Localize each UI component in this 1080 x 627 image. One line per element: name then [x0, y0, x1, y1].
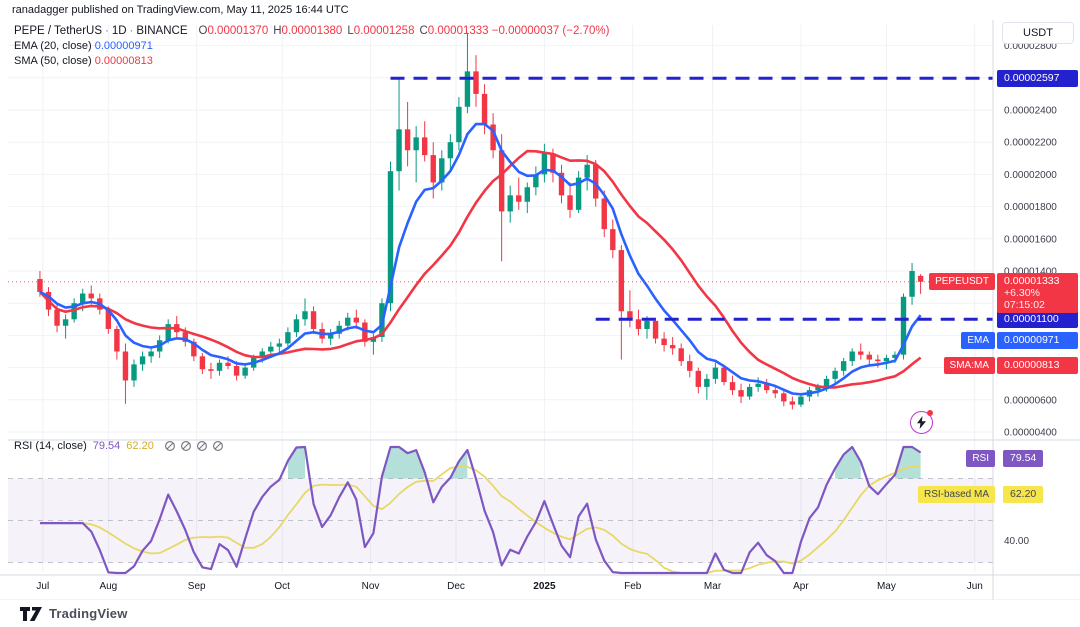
tradingview-brand-text[interactable]: TradingView: [49, 606, 128, 621]
tradingview-logo-icon[interactable]: [20, 606, 42, 621]
low-label: L: [347, 25, 354, 37]
symbol-legend-row[interactable]: PEPE / TetherUS · 1D · BINANCE O0.00001370 H0.…: [14, 24, 609, 39]
rsi-value-badge: 79.54: [1003, 449, 1043, 467]
hide-icon[interactable]: [164, 440, 176, 452]
time-axis-label: Oct: [274, 581, 290, 592]
sma-legend-value: 0.00000813: [94, 55, 153, 67]
open-label: O: [198, 25, 208, 37]
price-axis-label: 0.00000400: [1004, 428, 1057, 439]
rsi-legend-row[interactable]: RSI (14, close) 79.54 62.20: [14, 440, 224, 452]
sma-line: [39, 149, 922, 389]
more-icon[interactable]: [212, 440, 224, 452]
high-value: 0.00001380: [281, 25, 343, 37]
candles: [37, 32, 924, 410]
price-axis-label: 0.00002000: [1004, 170, 1057, 181]
sma-legend-row[interactable]: SMA (50, close) 0.00000813: [14, 54, 609, 69]
time-axis-label: Jun: [967, 581, 983, 592]
price-axis-label: 0.00002400: [1004, 106, 1057, 117]
ema-legend-value: 0.00000971: [94, 40, 153, 52]
rsi-ma-line: [40, 465, 921, 574]
sma-legend-label: SMA (50, close): [14, 55, 92, 67]
last-price-badge: 0.00001333 +6.30% 07:15:02: [997, 272, 1078, 313]
price-axis-label: 0.00002200: [1004, 138, 1057, 149]
separator-dot: ·: [105, 25, 109, 37]
time-axis-label: Sep: [188, 581, 206, 592]
price-axis-currency-button[interactable]: USDT: [1002, 22, 1074, 44]
symbol-title[interactable]: PEPE / TetherUS: [14, 25, 102, 37]
time-axis-label: 2025: [533, 581, 556, 592]
rsi-ma-chip: RSI-based MA: [917, 486, 995, 504]
time-axis-label: Dec: [447, 581, 465, 592]
support-price-badge: 0.00001100: [997, 310, 1078, 328]
time-axis-label: Jul: [36, 581, 49, 592]
delete-icon[interactable]: [196, 440, 208, 452]
rsi-ma-legend-value: 62.20: [126, 440, 154, 452]
attribution-text: ranadagger published on TradingView.com,…: [12, 4, 349, 16]
footer-bar: TradingView: [0, 600, 1080, 627]
indicator-actions: [164, 440, 224, 452]
settings-icon[interactable]: [180, 440, 192, 452]
ema-legend-label: EMA (20, close): [14, 40, 92, 52]
currency-label: USDT: [1023, 27, 1053, 39]
time-axis-label: Mar: [704, 581, 722, 592]
separator-dot: ·: [129, 25, 134, 37]
low-value: 0.00001258: [353, 25, 415, 37]
main-legend: PEPE / TetherUS · 1D · BINANCE O0.00001370 H0.…: [14, 24, 609, 69]
notification-dot: [927, 410, 933, 416]
price-axis-label: 0.00002800: [1004, 41, 1057, 52]
time-axis-label: Apr: [793, 581, 809, 592]
close-label: C: [419, 25, 428, 37]
rsi-axis-label: 40.00: [1004, 536, 1030, 547]
ema-line: [39, 122, 922, 396]
ohlc-values: O0.00001370 H0.00001380 L0.00001258 C0.0000…: [194, 25, 610, 37]
quick-trade-button[interactable]: [910, 410, 933, 434]
price-axis-label: 0.00001400: [1004, 267, 1057, 278]
rsi-legend-label: RSI (14, close): [14, 440, 87, 452]
resistance-price-badge: 0.00002597: [997, 69, 1078, 87]
rsi-ma-value-badge: 62.20: [1003, 486, 1043, 504]
ema-legend-row[interactable]: EMA (20, close) 0.00000971: [14, 39, 609, 54]
exchange-label: BINANCE: [136, 25, 188, 37]
rsi-legend-value: 79.54: [92, 440, 121, 452]
rsi-line: [40, 445, 922, 575]
rsi-chip: RSI: [966, 449, 995, 467]
last-price-value: 0.00001333: [1004, 274, 1060, 287]
lightning-icon: [917, 416, 926, 429]
price-axis-label: 0.00000600: [1004, 395, 1057, 406]
candle-countdown: 07:15:02: [1004, 298, 1045, 311]
high-label: H: [273, 25, 282, 37]
price-axis-label: 0.00001600: [1004, 234, 1057, 245]
change-value: −0.00000037 (−2.70%): [491, 25, 610, 37]
interval-label[interactable]: 1D: [111, 25, 127, 37]
sma-price-badge: 0.00000813: [997, 357, 1078, 374]
price-axis-label: 0.00001800: [1004, 202, 1057, 213]
last-price-change: +6.30%: [1004, 286, 1040, 299]
sma-chip: SMA:MA: [943, 357, 995, 374]
symbol-chip: PEPEUSDT: [929, 273, 995, 291]
time-axis-label: Feb: [624, 581, 642, 592]
close-value: 0.00001333: [427, 25, 489, 37]
ema-chip: EMA: [961, 331, 995, 349]
time-axis-label: Aug: [99, 581, 117, 592]
open-value: 0.00001370: [207, 25, 269, 37]
time-axis-label: May: [877, 581, 896, 592]
time-axis-label: Nov: [362, 581, 380, 592]
ema-price-badge: 0.00000971: [997, 331, 1078, 349]
